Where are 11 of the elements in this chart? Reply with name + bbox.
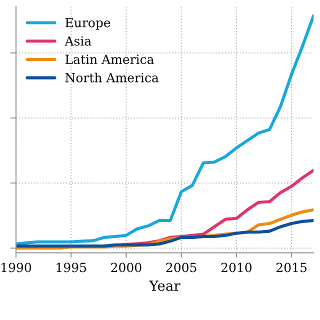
x-tick-label: 2010 <box>221 262 252 272</box>
legend-label: North America <box>65 72 159 82</box>
legend-label: Asia <box>64 36 92 46</box>
x-tick-label: 1995 <box>56 262 86 272</box>
x-tick-label: 2015 <box>276 262 306 272</box>
x-tick-label: 1990 <box>2 262 32 272</box>
x-axis-title: Year <box>149 280 180 291</box>
x-tick-label: 2000 <box>111 262 142 272</box>
x-tick-label: 2005 <box>166 262 196 272</box>
legend-label: Latin America <box>65 54 154 64</box>
legend-label: Europe <box>65 18 110 30</box>
